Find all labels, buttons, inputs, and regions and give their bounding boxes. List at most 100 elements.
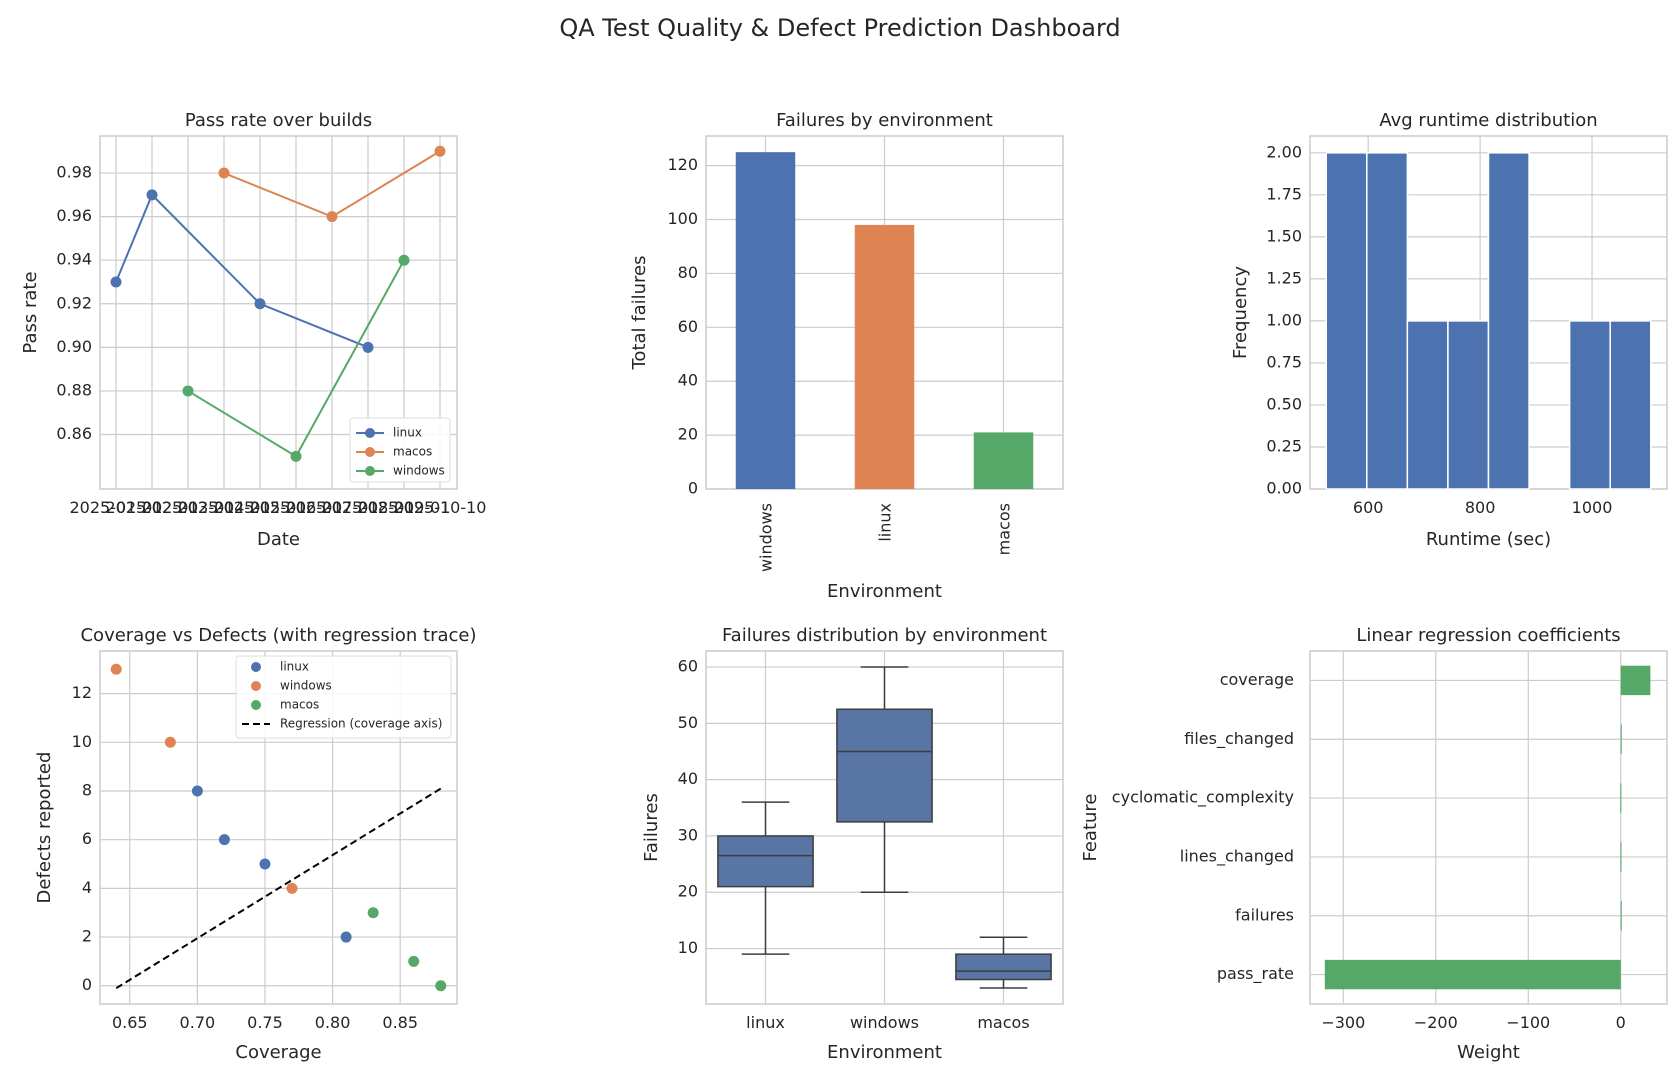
bar-pass_rate — [1324, 959, 1621, 990]
y-tick-label: 4 — [82, 878, 92, 897]
x-axis-label: Date — [257, 529, 300, 550]
x-axis-label: Environment — [827, 581, 942, 602]
x-tick-label: 0 — [1616, 1013, 1626, 1032]
y-tick-label: 0 — [688, 479, 698, 498]
histogram-bar — [1609, 320, 1652, 490]
x-tick-label: 2025-03-01 — [142, 498, 235, 517]
y-tick-label: 0.90 — [56, 337, 92, 356]
y-tick-label: 0.92 — [56, 293, 92, 312]
scatter-point-windows — [286, 882, 298, 894]
y-tick-label: 20 — [678, 882, 698, 901]
y-tick-label: 8 — [82, 780, 92, 799]
legend-marker — [365, 428, 375, 438]
scatter-point-linux — [259, 858, 271, 870]
legend-label: windows — [280, 679, 332, 693]
bar-linux — [854, 224, 915, 490]
y-tick-label: 0.75 — [1266, 352, 1302, 371]
y-tick-label: coverage — [1220, 670, 1294, 689]
chart-pass-rate-over-builds: 0.860.880.900.920.940.960.982025-01-0120… — [20, 110, 486, 550]
y-axis-label: Feature — [1080, 793, 1101, 861]
data-point-linux — [254, 298, 266, 310]
scatter-point-macos — [435, 980, 447, 992]
legend-label: Regression (coverage axis) — [280, 717, 442, 731]
scatter-point-linux — [340, 931, 352, 943]
x-tick-label: macos — [995, 503, 1014, 555]
series-line-linux — [115, 193, 369, 349]
legend-label: linux — [393, 426, 422, 440]
legend-label: windows — [393, 464, 445, 478]
panel-title: Failures by environment — [776, 110, 993, 131]
data-point-macos — [434, 145, 446, 157]
x-tick-label: 0.85 — [382, 1013, 418, 1032]
plot-frame — [99, 650, 458, 1005]
y-tick-label: 30 — [678, 825, 698, 844]
data-point-windows — [182, 385, 194, 397]
y-tick-label: 2 — [82, 927, 92, 946]
y-tick-label: cyclomatic_complexity — [1112, 788, 1294, 808]
regression-line — [115, 787, 442, 990]
x-tick-label: −100 — [1506, 1013, 1550, 1032]
legend-box — [235, 655, 452, 739]
legend-label: linux — [280, 660, 309, 674]
histogram-bar — [1487, 152, 1530, 490]
y-tick-label: 10 — [72, 732, 92, 751]
x-tick-label: 2025-10-10 — [394, 498, 487, 517]
y-tick-label: files_changed — [1184, 729, 1294, 749]
bar-windows — [735, 152, 796, 489]
legend: linux windows macos Regression (coverage ax… — [235, 655, 452, 739]
chart-avg-runtime-distribution: 600 800 1000 0.00 0.25 0.50 0.75 1.00 1.25 1.50 1.… — [1230, 110, 1668, 550]
x-axis-label: Environment — [827, 1042, 942, 1063]
y-tick-label: 60 — [678, 317, 698, 336]
y-tick-label: 0.96 — [56, 206, 92, 225]
x-tick-label: 1000 — [1572, 498, 1613, 517]
chart-regression-coefficients: −300 −200 −100 0 coverage files_changedcyclom… — [1080, 625, 1668, 1063]
y-tick-label: 0.94 — [56, 250, 92, 269]
y-tick-label: 20 — [678, 425, 698, 444]
data-point-linux — [110, 276, 122, 288]
chart-failures-distribution: 10 20 30 40 50 60 linux windows macos Environment… — [641, 625, 1064, 1063]
y-axis-label: Failures — [641, 793, 662, 862]
chart-failures-by-environment: 0 20 40 60 80 100 120 windows linux macos Environm… — [629, 110, 1064, 602]
panel-title: Pass rate over builds — [185, 110, 372, 131]
y-tick-label: 40 — [678, 769, 698, 788]
x-tick-label: linux — [876, 503, 895, 542]
y-tick-label: pass_rate — [1217, 964, 1294, 984]
x-tick-label: 2025-02-01 — [106, 498, 199, 517]
y-tick-label: 0.25 — [1266, 436, 1302, 455]
bar-macos — [973, 432, 1034, 489]
x-tick-label: 0.65 — [112, 1013, 148, 1032]
y-tick-label: 0.86 — [56, 424, 92, 443]
y-tick-label: 0.50 — [1266, 394, 1302, 413]
x-tick-label: 2025-09-01 — [358, 498, 451, 517]
bar-coverage — [1620, 665, 1651, 696]
x-tick-label: 2025-01-01 — [70, 498, 163, 517]
y-axis-label: Total failures — [629, 256, 650, 371]
legend-label: macos — [393, 445, 432, 459]
box-macos — [955, 953, 1052, 981]
x-tick-label: 2025-06-01 — [250, 498, 343, 517]
data-point-linux — [146, 189, 158, 201]
histogram-bar — [1366, 152, 1409, 490]
y-axis-label: Defects reported — [34, 752, 55, 904]
chart-coverage-vs-defects: 0.65 0.70 0.75 0.80 0.85 0 2 4 6 8 10 12 linux window… — [34, 625, 477, 1063]
y-tick-label: 1.50 — [1266, 226, 1302, 245]
legend-label: macos — [280, 698, 319, 712]
x-tick-label: 2025-08-01 — [322, 498, 415, 517]
y-tick-label: 10 — [678, 938, 698, 957]
legend-marker — [251, 662, 261, 672]
legend: linux macos windows — [349, 417, 451, 483]
histogram-bar — [1325, 152, 1368, 490]
x-tick-label: 600 — [1353, 498, 1384, 517]
box-linux — [717, 835, 814, 888]
y-tick-label: 0.00 — [1266, 479, 1302, 498]
scatter-point-windows — [164, 736, 176, 748]
data-point-macos — [326, 211, 338, 223]
x-tick-label: 0.70 — [180, 1013, 216, 1032]
y-tick-label: 12 — [72, 683, 92, 702]
x-tick-label: 0.75 — [247, 1013, 283, 1032]
bar-failures — [1620, 901, 1622, 931]
scatter-point-macos — [408, 955, 420, 967]
x-tick-label: macos — [977, 1013, 1029, 1032]
scatter-point-windows — [110, 663, 122, 675]
